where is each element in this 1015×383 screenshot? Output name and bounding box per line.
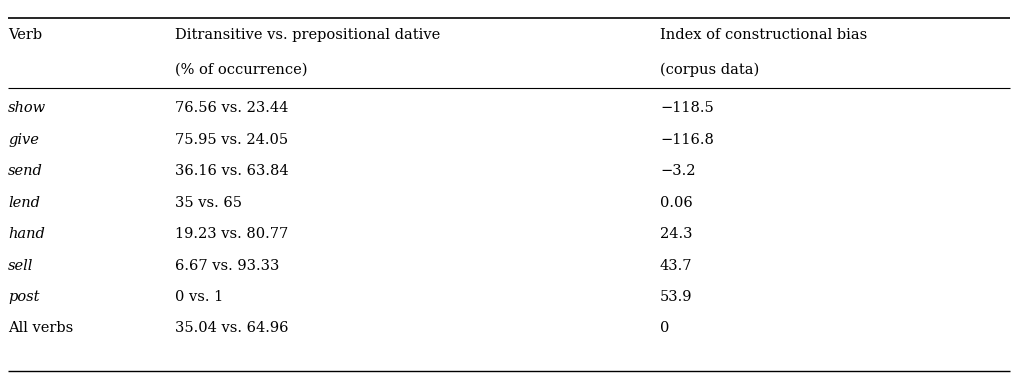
Text: lend: lend	[8, 195, 40, 210]
Text: 36.16 vs. 63.84: 36.16 vs. 63.84	[175, 164, 288, 178]
Text: 43.7: 43.7	[660, 259, 692, 272]
Text: 24.3: 24.3	[660, 227, 692, 241]
Text: 0 vs. 1: 0 vs. 1	[175, 290, 223, 304]
Text: All verbs: All verbs	[8, 321, 73, 336]
Text: sell: sell	[8, 259, 33, 272]
Text: hand: hand	[8, 227, 45, 241]
Text: Verb: Verb	[8, 28, 43, 42]
Text: 53.9: 53.9	[660, 290, 692, 304]
Text: Index of constructional bias: Index of constructional bias	[660, 28, 867, 42]
Text: −116.8: −116.8	[660, 133, 714, 147]
Text: show: show	[8, 101, 46, 115]
Text: 75.95 vs. 24.05: 75.95 vs. 24.05	[175, 133, 288, 147]
Text: −118.5: −118.5	[660, 101, 714, 115]
Text: −3.2: −3.2	[660, 164, 695, 178]
Text: give: give	[8, 133, 39, 147]
Text: 35 vs. 65: 35 vs. 65	[175, 195, 242, 210]
Text: post: post	[8, 290, 40, 304]
Text: (corpus data): (corpus data)	[660, 63, 759, 77]
Text: 0.06: 0.06	[660, 195, 693, 210]
Text: 76.56 vs. 23.44: 76.56 vs. 23.44	[175, 101, 288, 115]
Text: Ditransitive vs. prepositional dative: Ditransitive vs. prepositional dative	[175, 28, 441, 42]
Text: 0: 0	[660, 321, 669, 336]
Text: 35.04 vs. 64.96: 35.04 vs. 64.96	[175, 321, 288, 336]
Text: (% of occurrence): (% of occurrence)	[175, 63, 308, 77]
Text: 6.67 vs. 93.33: 6.67 vs. 93.33	[175, 259, 279, 272]
Text: send: send	[8, 164, 43, 178]
Text: 19.23 vs. 80.77: 19.23 vs. 80.77	[175, 227, 288, 241]
